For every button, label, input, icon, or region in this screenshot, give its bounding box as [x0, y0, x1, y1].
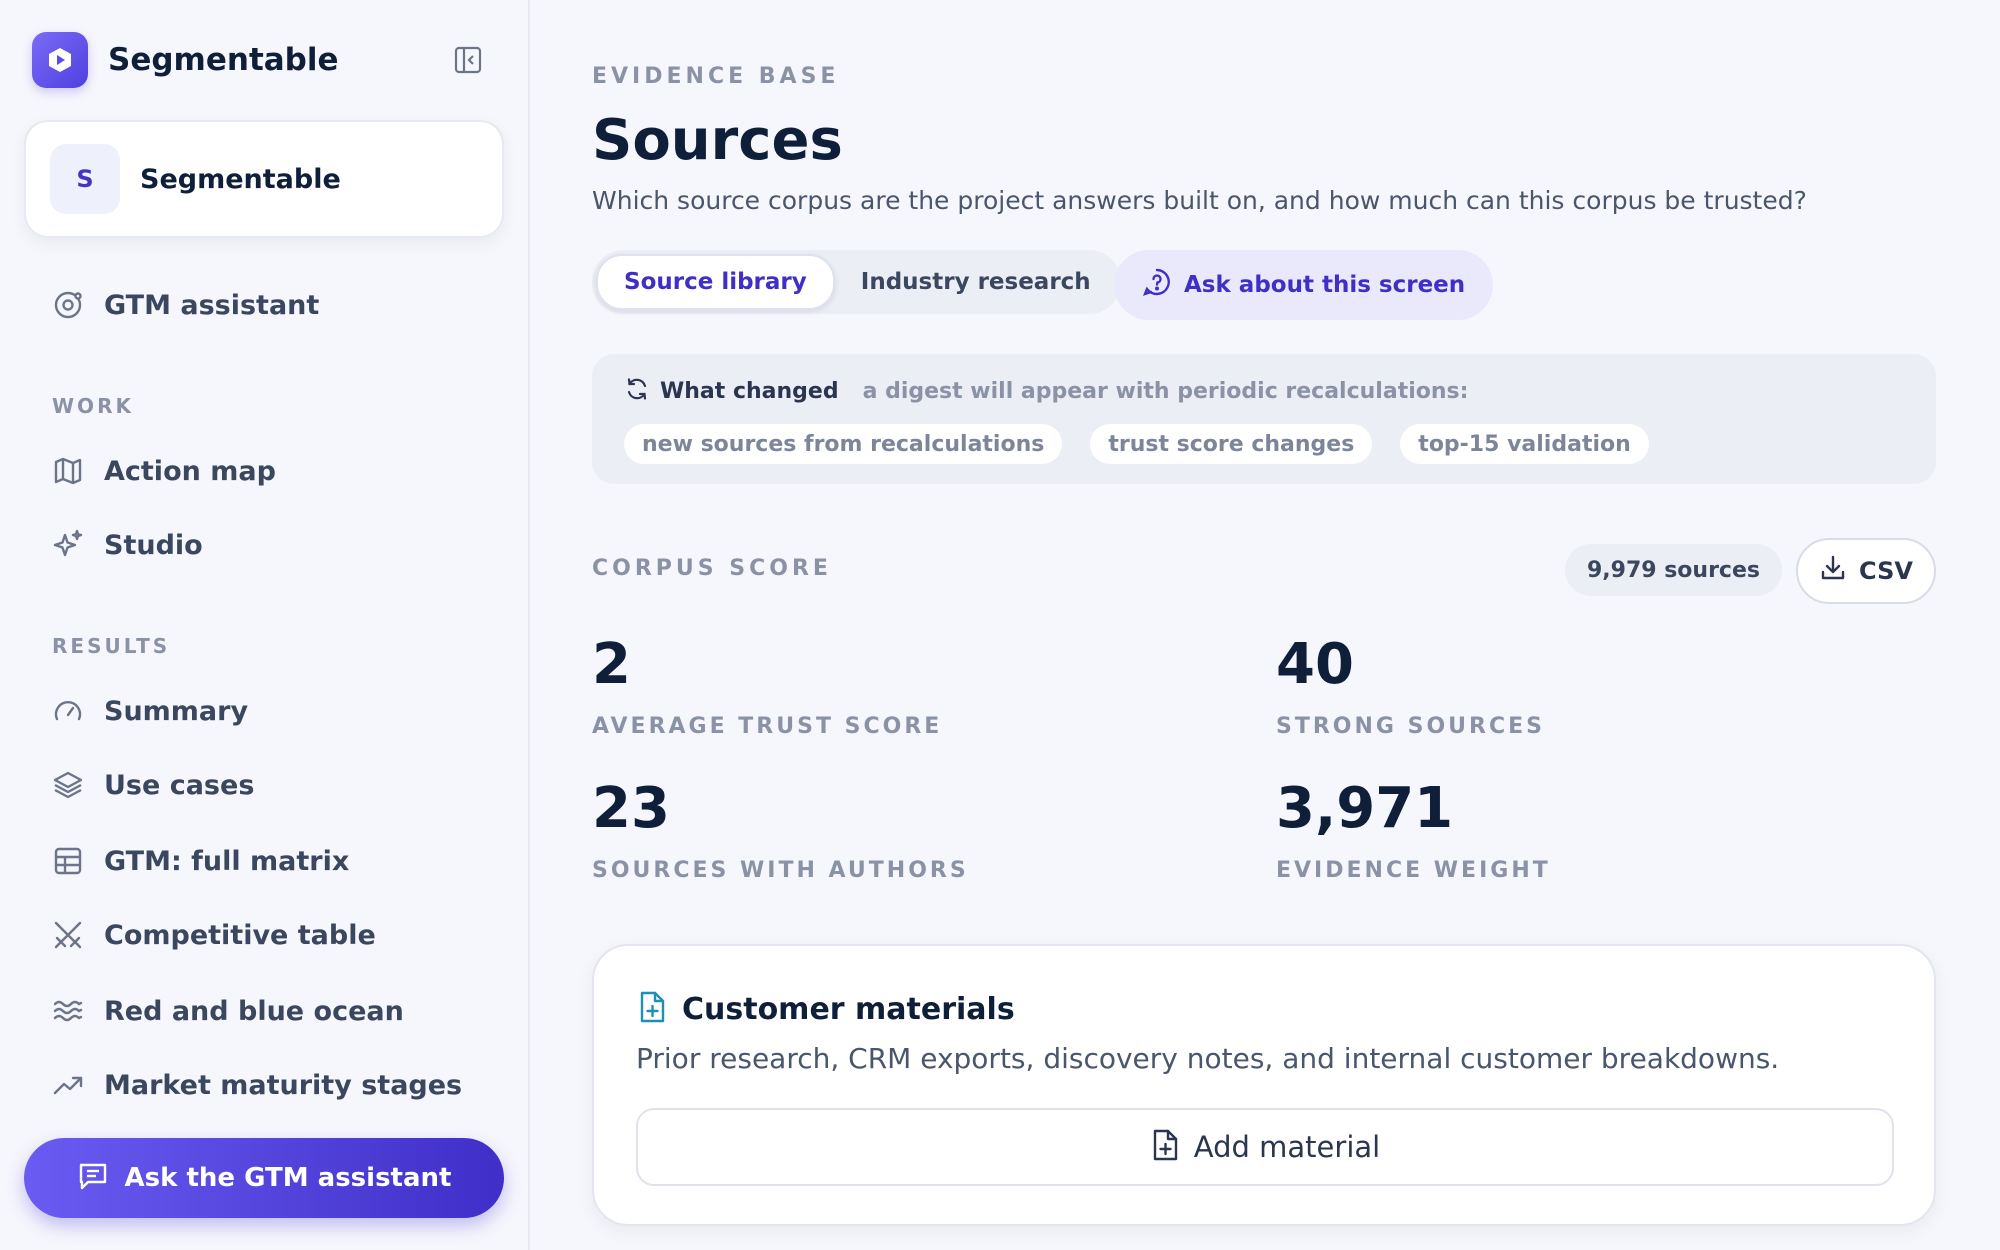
stat-strong-sources-label: STRONG SOURCES	[1276, 714, 1545, 739]
stat-evidence-weight-label: EVIDENCE WEIGHT	[1276, 858, 1551, 883]
file-plus-icon	[1150, 1128, 1180, 1166]
customer-materials-description: Prior research, CRM exports, discovery n…	[636, 1042, 1780, 1075]
logo-icon	[32, 32, 88, 88]
sidebar-item-label: Action map	[104, 455, 276, 487]
brand: Segmentable	[32, 32, 504, 88]
sidebar-item-label: GTM assistant	[104, 289, 320, 321]
chat-icon	[77, 1160, 109, 1196]
stat-sources-with-authors-label: SOURCES WITH AUTHORS	[592, 858, 969, 883]
gauge-icon	[48, 691, 88, 731]
page-eyebrow: EVIDENCE BASE	[592, 64, 840, 89]
main-content: EVIDENCE BASE Sources Which source corpu…	[592, 0, 1936, 1250]
sidebar-item-action-map[interactable]: Action map	[48, 446, 488, 496]
sidebar-item-summary[interactable]: Summary	[48, 686, 488, 736]
workspace-switcher[interactable]: S Segmentable	[24, 120, 504, 238]
waves-icon	[48, 991, 88, 1031]
swords-icon	[48, 915, 88, 955]
workspace-name: Segmentable	[140, 163, 341, 195]
sparkles-icon	[48, 525, 88, 565]
help-bubble-icon	[1142, 267, 1172, 303]
what-changed-panel: What changed a digest will appear with p…	[592, 354, 1936, 484]
stat-average-trust-label: AVERAGE TRUST SCORE	[592, 714, 943, 739]
add-material-button[interactable]: Add material	[636, 1108, 1894, 1186]
change-chip-trust-score: trust score changes	[1090, 424, 1373, 464]
grid-icon	[48, 841, 88, 881]
change-chip-new-sources: new sources from recalculations	[624, 424, 1063, 464]
add-material-label: Add material	[1193, 1130, 1381, 1164]
collapse-sidebar-icon[interactable]	[452, 44, 484, 76]
tab-source-library[interactable]: Source library	[596, 254, 835, 310]
sidebar-item-label: GTM: full matrix	[104, 845, 350, 877]
workspace-avatar: S	[50, 144, 120, 214]
corpus-score-label: CORPUS SCORE	[592, 556, 832, 581]
sidebar-item-label: Competitive table	[104, 919, 376, 951]
csv-label: CSV	[1859, 557, 1913, 585]
sidebar-item-gtm-assistant[interactable]: GTM assistant	[48, 280, 488, 330]
sidebar-item-red-and-blue-ocean[interactable]: Red and blue ocean	[48, 986, 488, 1036]
layers-icon	[48, 765, 88, 805]
section-label-results: RESULTS	[52, 634, 171, 658]
download-icon	[1819, 554, 1847, 588]
refresh-icon	[624, 376, 650, 406]
ask-gtm-assistant-label: Ask the GTM assistant	[124, 1163, 452, 1193]
csv-export-button[interactable]: CSV	[1796, 538, 1936, 604]
change-chip-top-15: top-15 validation	[1400, 424, 1649, 464]
sidebar-item-studio[interactable]: Studio	[48, 520, 488, 570]
sidebar-item-label: Red and blue ocean	[104, 995, 404, 1027]
stat-sources-with-authors-value: 23	[592, 776, 670, 841]
trend-up-icon	[48, 1065, 88, 1105]
section-label-work: WORK	[52, 394, 134, 418]
customer-materials-title: Customer materials	[682, 991, 1015, 1027]
ask-about-screen-label: Ask about this screen	[1184, 272, 1466, 298]
sidebar-item-competitive-table[interactable]: Competitive table	[48, 910, 488, 960]
page-title: Sources	[592, 108, 843, 173]
stat-evidence-weight-value: 3,971	[1276, 776, 1454, 841]
ask-gtm-assistant-button[interactable]: Ask the GTM assistant	[24, 1138, 504, 1218]
stat-average-trust-value: 2	[592, 632, 631, 697]
file-plus-icon	[636, 990, 668, 1028]
sidebar-item-label: Use cases	[104, 769, 255, 801]
sources-count-badge: 9,979 sources	[1564, 544, 1782, 596]
stat-strong-sources-value: 40	[1276, 632, 1354, 697]
sidebar-item-label: Market maturity stages	[104, 1069, 463, 1101]
sidebar-item-market-maturity-stages[interactable]: Market maturity stages	[48, 1060, 488, 1110]
assistant-icon	[48, 285, 88, 325]
what-changed-description: a digest will appear with periodic recal…	[862, 378, 1469, 404]
what-changed-title: What changed	[660, 378, 839, 404]
sidebar-item-label: Summary	[104, 695, 249, 727]
sidebar-item-use-cases[interactable]: Use cases	[48, 760, 488, 810]
ask-about-screen-button[interactable]: Ask about this screen	[1114, 250, 1494, 320]
tab-industry-research[interactable]: Industry research	[860, 269, 1091, 295]
view-tabs: Source library Industry research	[592, 250, 1121, 314]
page-subtitle: Which source corpus are the project answ…	[592, 186, 1807, 215]
map-icon	[48, 451, 88, 491]
sidebar-item-gtm-full-matrix[interactable]: GTM: full matrix	[48, 836, 488, 886]
sidebar-item-label: Studio	[104, 529, 203, 561]
customer-materials-card: Customer materials Prior research, CRM e…	[592, 944, 1936, 1226]
app-name: Segmentable	[108, 42, 339, 78]
sidebar: Segmentable S Segmentable GTM assistant …	[0, 0, 530, 1250]
